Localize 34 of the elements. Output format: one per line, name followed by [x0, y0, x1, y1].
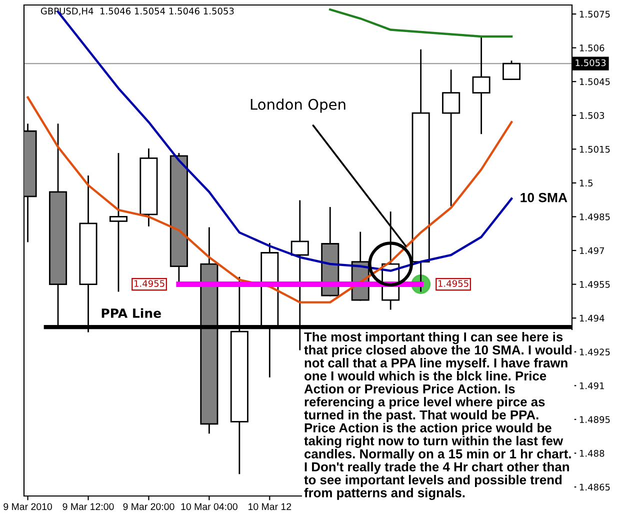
x-tick-label: 10 Mar 04:00 [181, 503, 238, 510]
y-tick-label: 1.503 [580, 112, 604, 119]
data-label: 1.4955 [438, 280, 468, 287]
ref-line-label: 1.5053 [576, 59, 606, 66]
x-tick-label: 9 Mar 2010 [4, 503, 52, 510]
y-tick-label: 1.5075 [580, 10, 610, 18]
y-tick-label: 1.5045 [580, 78, 610, 86]
y-tick-label: 1.5015 [580, 146, 610, 153]
line-series [26, 96, 513, 304]
candlestick [472, 36, 490, 134]
candlestick [442, 70, 460, 206]
y-tick-label: 1.4925 [580, 348, 610, 356]
annotation: London Open [250, 98, 346, 113]
y-tick-label: 1.4865 [580, 484, 610, 491]
y-tick-label: 1.5 [580, 180, 593, 186]
x-tick-label: 9 Mar 12:00 [62, 503, 114, 510]
y-tick-label: 1.506 [580, 44, 604, 52]
y-tick-label: 1.488 [580, 450, 604, 457]
line-series [329, 8, 513, 38]
x-tick-label: 10 Mar 12 [248, 503, 292, 510]
y-tick-label: 1.4955 [580, 281, 610, 288]
text: The most important thing I can see here is that price closed above the 10 SMA. I would not call that a PPA line myself. I have frawn one I would which is the blck line. Price Action or Previous Price Action. Is referencing a price level where pirce as turned in the past. That would be PPA. Price Action is the action price would be taking right now to turn within the last few candles. Normally on a 15 min or 1 hr chart. I Don't really trade the 4 Hr chart other than to see important levels and possible trend from patterns and signals. [304, 332, 572, 500]
ref-line-label: PPA Line [102, 308, 161, 318]
y-tick-label: 1.494 [580, 314, 604, 322]
candlestick [502, 60, 521, 80]
candlestick [109, 152, 128, 292]
y-tick-label: 1.4895 [580, 416, 610, 423]
data-label: 1.4955 [134, 280, 164, 287]
y-tick-label: 1.491 [580, 382, 604, 390]
y-tick-label: 1.4985 [580, 213, 610, 220]
x-tick-label: 9 Mar 20:00 [123, 503, 174, 510]
chart-title: GBPUSD,H4 1.5046 1.5054 1.5046 1.5053 [40, 8, 234, 16]
y-tick-label: 1.497 [580, 247, 604, 254]
annotation: 10 SMA [520, 192, 568, 202]
